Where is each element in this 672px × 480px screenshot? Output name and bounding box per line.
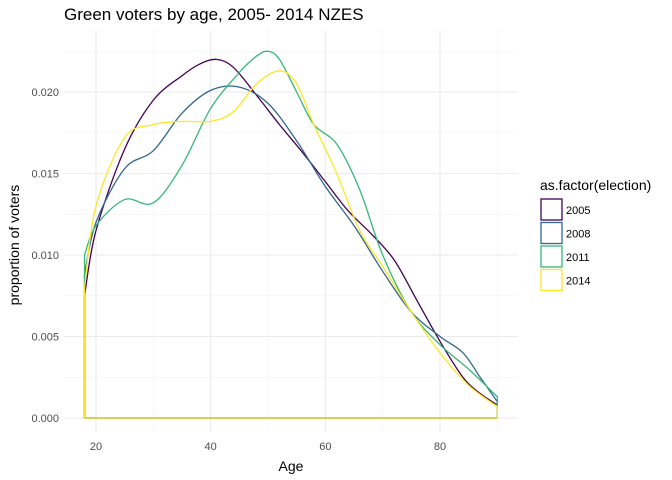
legend-key-2005 <box>540 198 563 221</box>
y-tick-label: 0.020 <box>31 87 59 99</box>
legend-key-2011 <box>540 245 563 268</box>
x-tick-label: 40 <box>205 441 217 453</box>
y-tick-label: 0.015 <box>31 169 59 181</box>
x-axis-label: Age <box>279 458 304 474</box>
series-line-2008 <box>83 85 498 419</box>
series-line-2011 <box>83 50 498 419</box>
grid <box>64 30 518 432</box>
y-tick-label: 0.010 <box>31 250 59 262</box>
y-axis-label: proportion of voters <box>6 185 22 306</box>
y-tick-label: 0.005 <box>31 332 59 344</box>
legend-label-2005: 2005 <box>566 205 590 217</box>
x-tick-label: 20 <box>90 441 102 453</box>
legend-key-2014 <box>540 268 563 292</box>
legend-title: as.factor(election) <box>540 177 651 193</box>
axis-ticks: 20 40 60 80 0.000 0.005 0.010 0.015 0.020 <box>31 87 446 453</box>
legend: 2005 2008 2011 2014 <box>540 198 590 292</box>
series-line-2005 <box>83 58 498 419</box>
series-lines <box>83 50 498 419</box>
series-line-2014 <box>83 70 498 419</box>
chart-title: Green voters by age, 2005- 2014 NZES <box>64 5 364 24</box>
legend-label-2014: 2014 <box>566 276 590 288</box>
legend-label-2008: 2008 <box>566 229 590 241</box>
x-tick-label: 80 <box>434 441 446 453</box>
legend-key-2008 <box>540 221 563 245</box>
x-tick-label: 60 <box>319 441 331 453</box>
y-tick-label: 0.000 <box>31 413 59 425</box>
legend-label-2011: 2011 <box>566 252 590 264</box>
